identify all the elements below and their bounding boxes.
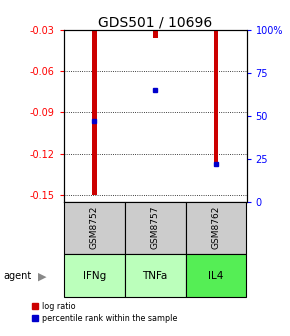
- Bar: [125, 254, 186, 297]
- Bar: [214, 30, 218, 167]
- Text: TNFa: TNFa: [142, 270, 168, 281]
- Title: GDS501 / 10696: GDS501 / 10696: [98, 15, 212, 29]
- Text: GSM8757: GSM8757: [151, 206, 160, 249]
- Text: ▶: ▶: [38, 272, 46, 282]
- Bar: [64, 202, 125, 254]
- Bar: [64, 254, 125, 297]
- Text: IL4: IL4: [208, 270, 224, 281]
- Text: GSM8762: GSM8762: [211, 206, 221, 249]
- Legend: log ratio, percentile rank within the sample: log ratio, percentile rank within the sa…: [32, 302, 178, 323]
- Bar: [125, 202, 186, 254]
- Text: GSM8752: GSM8752: [90, 206, 99, 249]
- Bar: [153, 30, 157, 38]
- Bar: [92, 30, 97, 195]
- Text: agent: agent: [3, 270, 31, 281]
- Text: IFNg: IFNg: [83, 270, 106, 281]
- Bar: [186, 202, 246, 254]
- Bar: [186, 254, 246, 297]
